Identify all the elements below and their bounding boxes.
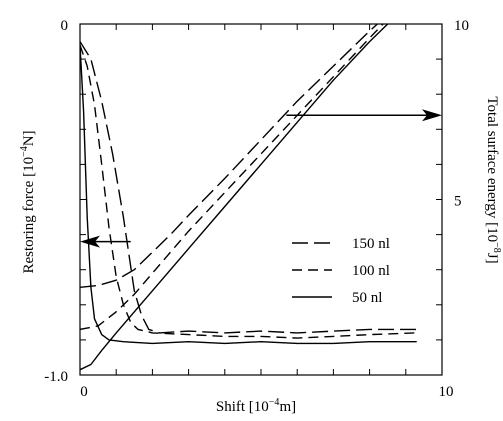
energy-line-50-nl [80,24,389,371]
x-tick-label: 10 [439,384,454,400]
energy-line-100-nl [80,24,384,331]
force-line-150-nl [80,41,417,334]
y-right-tick-label: 10 [454,18,469,34]
series-layer [80,24,417,371]
legend: 150 nl 100 nl 50 nl [292,236,390,306]
y-left-tick-label: 0 [61,18,69,34]
force-line-50-nl [80,45,417,345]
x-tick-label: 0 [80,384,88,400]
y-left-tick-label: -1.0 [44,369,68,385]
plot-frame [79,23,443,376]
x-axis-label: Shift [10−4m] [216,397,296,415]
annotations [80,109,442,248]
energy-line-150-nl [80,24,379,288]
y-axis-left-label: Restoring force [10−4N] [19,130,37,273]
force-line-100-nl [80,44,417,339]
arrow-right-icon [422,109,442,122]
tick-labels: 0 10 0 -1.0 10 5 [44,18,469,400]
y-axis-right-label: Total surface energy [10−8J] [484,96,502,263]
legend-label-50-nl: 50 nl [352,290,382,306]
y-right-tick-label: 5 [454,194,462,210]
minor-ticks [79,23,443,376]
legend-label-150-nl: 150 nl [352,236,390,252]
arrow-left-icon [80,235,100,248]
legend-label-100-nl: 100 nl [352,263,390,279]
